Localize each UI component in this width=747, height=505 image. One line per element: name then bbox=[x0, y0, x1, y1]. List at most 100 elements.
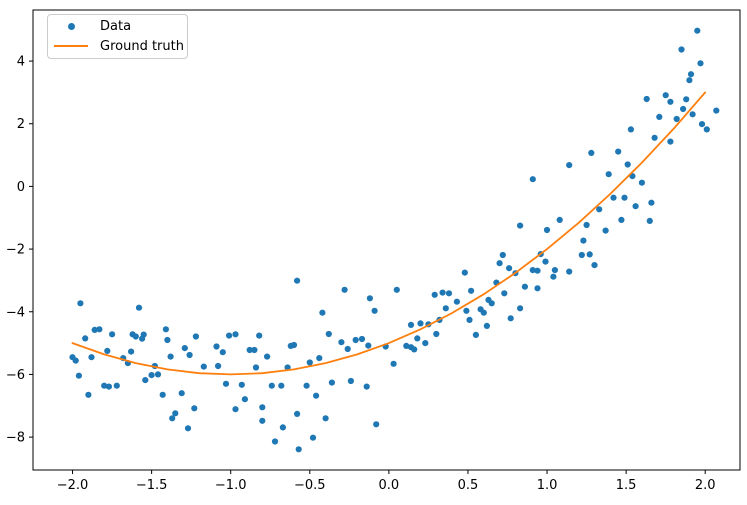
scatter-point bbox=[278, 382, 285, 389]
scatter-point bbox=[605, 171, 612, 178]
scatter-point bbox=[338, 339, 345, 346]
scatter-point bbox=[461, 269, 468, 276]
scatter-point bbox=[309, 434, 317, 441]
scatter-point bbox=[643, 95, 650, 103]
scatter-point bbox=[246, 346, 253, 354]
scatter-point bbox=[88, 354, 95, 361]
scatter-point bbox=[472, 331, 479, 338]
scatter-point bbox=[113, 382, 120, 389]
scatter-point bbox=[129, 331, 136, 338]
scatter-point bbox=[646, 217, 653, 224]
scatter-point bbox=[268, 382, 275, 389]
y-tick-label: −6 bbox=[6, 368, 25, 383]
scatter-point bbox=[588, 149, 595, 156]
x-tick-label: −2.0 bbox=[57, 478, 89, 493]
scatter-point bbox=[85, 391, 92, 398]
scatter-point bbox=[271, 438, 279, 445]
scatter-point bbox=[618, 216, 625, 223]
scatter-point bbox=[290, 341, 298, 349]
scatter-point bbox=[411, 346, 418, 353]
scatter-point bbox=[488, 300, 495, 307]
scatter-point bbox=[667, 98, 674, 105]
scatter-point bbox=[82, 335, 89, 342]
scatter-point bbox=[422, 340, 429, 347]
scatter-point bbox=[453, 298, 460, 305]
scatter-point bbox=[621, 194, 628, 201]
y-tick-label: −2 bbox=[6, 243, 25, 258]
scatter-point bbox=[542, 258, 549, 265]
scatter-point bbox=[439, 289, 446, 296]
scatter-point bbox=[325, 330, 332, 338]
scatter-point bbox=[586, 251, 593, 258]
scatter-point bbox=[306, 359, 313, 366]
scatter-point bbox=[627, 126, 635, 133]
scatter-point bbox=[178, 390, 185, 397]
scatter-point bbox=[259, 417, 266, 424]
x-tick-label: −1.5 bbox=[136, 478, 168, 493]
scatter-point bbox=[687, 71, 695, 78]
scatter-point bbox=[238, 381, 245, 388]
scatter-point bbox=[319, 309, 326, 316]
scatter-point bbox=[222, 380, 230, 387]
scatter-point bbox=[169, 415, 176, 422]
scatter-point bbox=[341, 286, 348, 293]
scatter-point bbox=[517, 222, 524, 229]
scatter-point bbox=[483, 322, 490, 329]
scatter-point bbox=[148, 372, 155, 379]
scatter-point bbox=[583, 221, 590, 229]
scatter-point bbox=[181, 345, 188, 352]
scatter-point bbox=[534, 285, 541, 292]
scatter-point bbox=[414, 335, 421, 342]
scatter-point bbox=[433, 330, 440, 338]
scatter-point bbox=[295, 446, 302, 453]
scatter-point bbox=[316, 355, 323, 362]
scatter-point bbox=[463, 307, 470, 314]
scatter-point bbox=[499, 251, 506, 259]
scatter-point bbox=[624, 161, 631, 168]
scatter-point bbox=[352, 336, 359, 344]
scatter-point bbox=[713, 107, 720, 114]
y-tick-label: −4 bbox=[6, 305, 25, 320]
scatter-point bbox=[468, 287, 475, 294]
scatter-point bbox=[566, 268, 573, 275]
scatter-point bbox=[648, 199, 655, 206]
scatter-point bbox=[373, 421, 380, 428]
scatter-point bbox=[226, 332, 233, 339]
y-tick-label: 0 bbox=[17, 180, 25, 195]
scatter-point bbox=[407, 321, 415, 328]
scatter-point bbox=[294, 410, 301, 417]
scatter-point bbox=[683, 96, 690, 103]
scatter-point bbox=[251, 346, 258, 354]
scatter-point bbox=[534, 267, 541, 274]
scatter-point bbox=[363, 383, 370, 390]
scatter-point bbox=[167, 353, 174, 360]
scatter-point bbox=[200, 363, 207, 370]
scatter-point bbox=[213, 343, 220, 350]
scatter-point bbox=[139, 335, 146, 342]
y-tick-label: −8 bbox=[6, 431, 25, 446]
scatter-point bbox=[662, 92, 669, 99]
scatter-point bbox=[638, 179, 646, 186]
data-marker-swatch bbox=[54, 23, 88, 31]
scatter-point bbox=[480, 309, 487, 316]
ground-truth-curve bbox=[71, 91, 707, 376]
scatter-point bbox=[135, 304, 143, 311]
scatter-point bbox=[403, 342, 410, 349]
scatter-point bbox=[371, 307, 378, 314]
scatter-point bbox=[507, 315, 514, 322]
scatter-point bbox=[154, 371, 162, 378]
scatter-point bbox=[496, 260, 503, 267]
scatter-point bbox=[442, 305, 449, 312]
scatter-point bbox=[602, 227, 609, 234]
legend-label-data: Data bbox=[100, 19, 132, 35]
scatter-point bbox=[191, 405, 198, 412]
scatter-point bbox=[591, 262, 598, 269]
scatter-point bbox=[219, 349, 226, 356]
scatter-point bbox=[347, 377, 354, 385]
axes-frame bbox=[32, 9, 741, 471]
scatter-point bbox=[264, 353, 271, 360]
scatter-point bbox=[678, 46, 685, 53]
legend: Data Ground truth bbox=[47, 14, 188, 59]
scatter-point bbox=[96, 326, 103, 333]
scatter-point bbox=[109, 331, 116, 338]
